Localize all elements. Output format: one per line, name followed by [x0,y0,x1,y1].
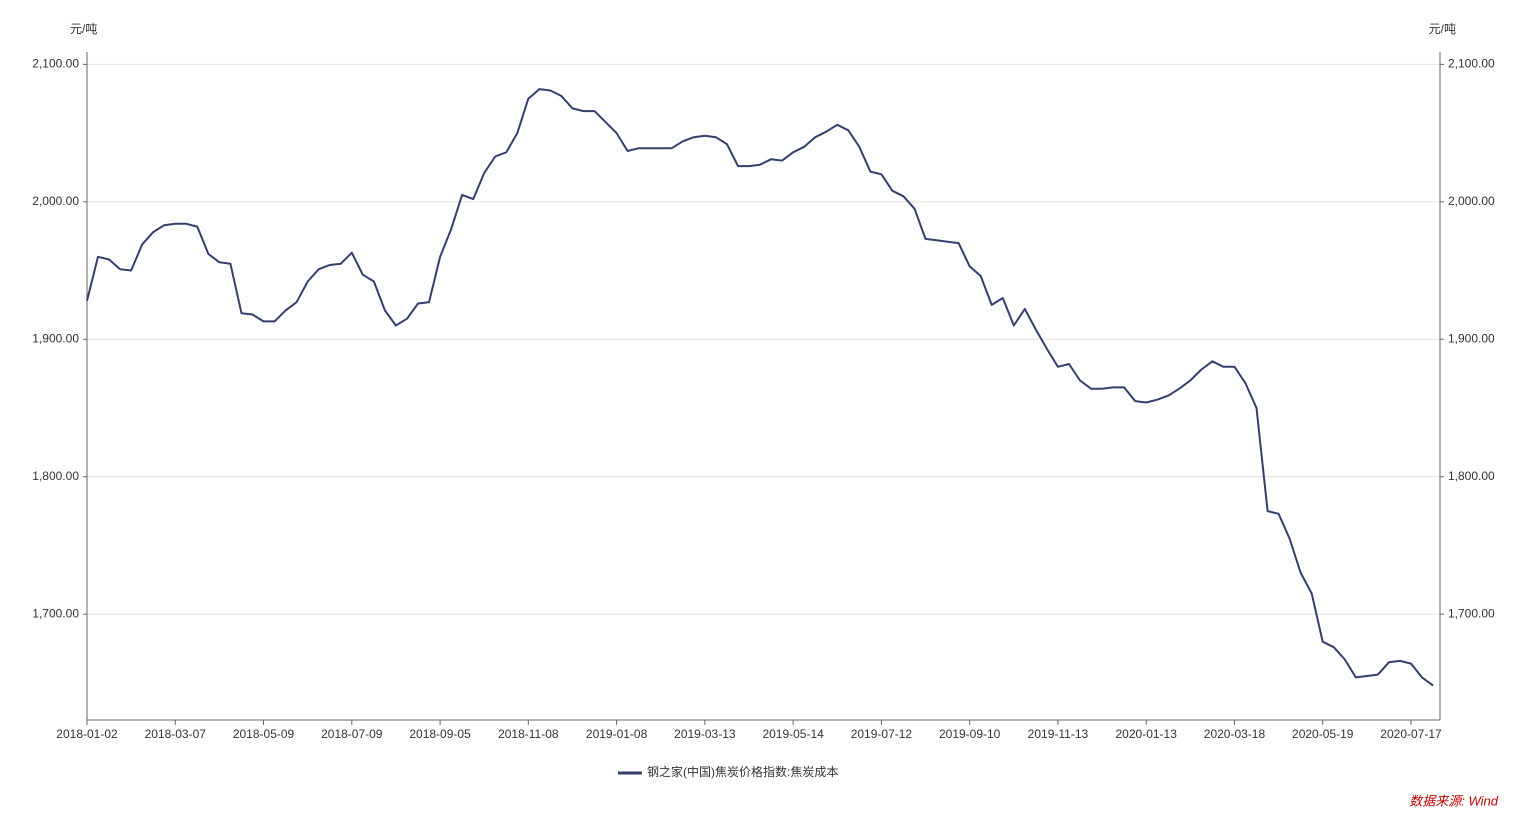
legend-label: 钢之家(中国)焦炭价格指数:焦炭成本 [647,764,838,779]
y-tick-label: 1,700.00 [32,606,79,620]
y2-axis-unit: 元/吨 [1429,22,1456,36]
y-axis-unit: 元/吨 [70,22,97,36]
x-tick-label: 2020-05-19 [1292,727,1354,741]
x-tick-label: 2020-03-18 [1204,727,1266,741]
y-tick-label: 1,800.00 [32,469,79,483]
x-tick-label: 2019-05-14 [762,727,824,741]
x-tick-label: 2018-11-08 [498,727,559,741]
x-tick-label: 2019-09-10 [939,727,1001,741]
y2-tick-label: 2,100.00 [1448,57,1495,71]
x-tick-label: 2019-07-12 [851,727,913,741]
y-tick-label: 1,900.00 [32,331,79,345]
y2-tick-label: 1,900.00 [1448,331,1495,345]
y2-tick-label: 1,700.00 [1448,606,1495,620]
x-tick-label: 2019-03-13 [674,727,736,741]
source: 数据来源: Wind [1409,793,1498,808]
x-tick-label: 2020-07-17 [1380,727,1442,741]
x-tick-label: 2018-03-07 [145,727,207,741]
y2-tick-label: 1,800.00 [1448,469,1495,483]
line-series [86,88,1434,687]
y-tick-label: 2,100.00 [32,57,79,71]
x-tick-label: 2018-09-05 [409,727,471,741]
x-tick-label: 2018-07-09 [321,727,383,741]
y-tick-label: 2,000.00 [32,194,79,208]
y2-tick-label: 2,000.00 [1448,194,1495,208]
x-tick-label: 2018-01-02 [56,727,118,741]
x-tick-label: 2019-11-13 [1028,727,1089,741]
x-tick-label: 2018-05-09 [233,727,295,741]
x-tick-label: 2019-01-08 [586,727,648,741]
x-tick-label: 2020-01-13 [1116,727,1178,741]
